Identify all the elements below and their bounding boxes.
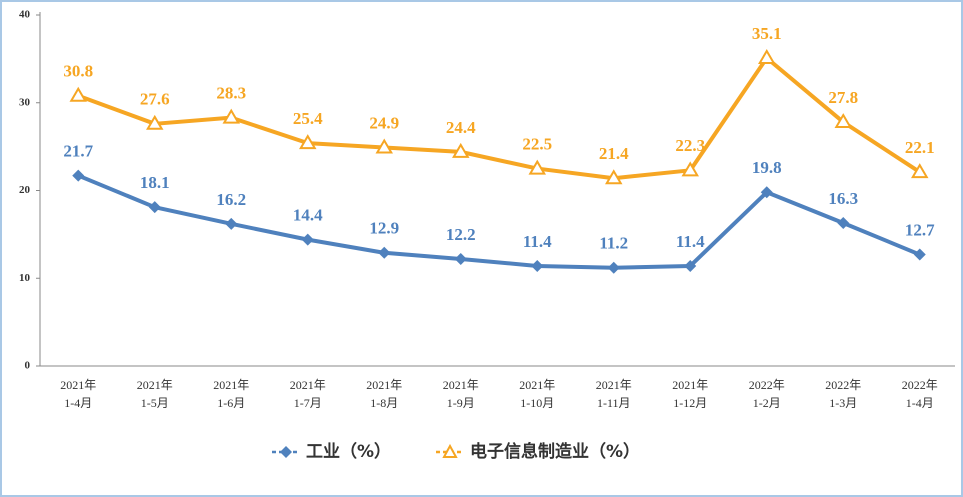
y-tick-label: 20: [19, 184, 31, 196]
x-tick-label: 2021年: [60, 378, 96, 392]
marker: [72, 169, 85, 182]
marker: [528, 159, 546, 175]
x-tick-label: 1-6月: [217, 396, 245, 410]
x-tick-label: 1-11月: [597, 396, 631, 410]
marker: [605, 169, 623, 185]
marker: [299, 134, 317, 150]
data-label: 30.8: [63, 62, 93, 81]
series-line: [77, 55, 921, 181]
x-tick-label: 1-2月: [753, 396, 781, 410]
data-label: 25.4: [293, 109, 323, 128]
data-label: 24.4: [446, 118, 476, 137]
marker: [607, 261, 620, 274]
x-tick-label: 1-7月: [294, 396, 322, 410]
data-label: 35.1: [752, 24, 782, 43]
series-line: [77, 173, 921, 270]
x-tick-label: 2021年: [213, 378, 249, 392]
x-tick-label: 2021年: [443, 378, 479, 392]
x-tick-label: 1-8月: [370, 396, 398, 410]
data-label: 22.5: [522, 134, 552, 153]
x-tick-label: 2021年: [672, 378, 708, 392]
legend-label: 电子信息制造业（%）: [470, 441, 640, 462]
marker: [913, 248, 926, 261]
marker: [222, 108, 240, 124]
marker: [452, 142, 470, 158]
x-tick-label: 2021年: [290, 378, 326, 392]
legend-label: 工业（%）: [306, 441, 391, 462]
marker: [454, 252, 467, 265]
data-label: 11.2: [599, 234, 628, 253]
data-label: 11.4: [676, 232, 705, 251]
data-label: 12.9: [369, 219, 399, 238]
x-tick-label: 2021年: [596, 378, 632, 392]
x-tick-label: 1-4月: [64, 396, 92, 410]
marker: [531, 259, 544, 272]
data-label: 18.1: [140, 173, 170, 192]
marker: [146, 114, 164, 130]
data-label: 24.9: [369, 113, 399, 132]
x-tick-label: 2021年: [137, 378, 173, 392]
marker: [148, 201, 161, 214]
data-label: 16.2: [216, 190, 246, 209]
legend-marker: [442, 443, 458, 458]
x-tick-label: 2021年: [519, 378, 555, 392]
data-label: 11.4: [523, 232, 552, 251]
data-label: 22.1: [905, 138, 935, 157]
x-tick-label: 2022年: [749, 378, 785, 392]
y-tick-label: 10: [19, 272, 31, 284]
x-tick-label: 1-12月: [673, 396, 707, 410]
data-label: 14.4: [293, 206, 323, 225]
data-label: 27.8: [828, 88, 858, 107]
x-tick-label: 1-5月: [141, 396, 169, 410]
x-tick-label: 2022年: [825, 378, 861, 392]
data-label: 21.4: [599, 144, 629, 163]
legend-marker: [280, 446, 292, 458]
marker: [225, 217, 238, 230]
data-label: 22.3: [675, 136, 705, 155]
data-label: 12.7: [905, 220, 935, 239]
marker: [69, 86, 87, 102]
data-label: 21.7: [63, 141, 93, 160]
x-tick-label: 1-9月: [447, 396, 475, 410]
marker: [378, 246, 391, 259]
data-label: 28.3: [216, 84, 246, 103]
data-label: 27.6: [140, 90, 170, 109]
marker: [301, 233, 314, 246]
marker: [681, 161, 699, 177]
marker: [911, 163, 929, 179]
marker: [837, 216, 850, 229]
y-tick-label: 30: [19, 96, 31, 108]
legend: 工业（%） 电子信息制造业（%）: [272, 441, 640, 462]
marker: [684, 259, 697, 272]
x-tick-label: 1-10月: [520, 396, 554, 410]
x-tick-label: 1-3月: [829, 396, 857, 410]
x-tick-label: 2022年: [902, 378, 938, 392]
x-tick-label: 1-4月: [906, 396, 934, 410]
x-tick-label: 2021年: [366, 378, 402, 392]
marker: [834, 113, 852, 129]
data-label: 12.2: [446, 225, 476, 244]
data-label: 19.8: [752, 158, 782, 177]
marker: [760, 186, 773, 199]
data-label: 16.3: [828, 189, 858, 208]
y-tick-label: 0: [25, 360, 31, 372]
marker: [375, 138, 393, 154]
marker: [758, 49, 776, 64]
y-tick-label: 40: [19, 9, 31, 21]
